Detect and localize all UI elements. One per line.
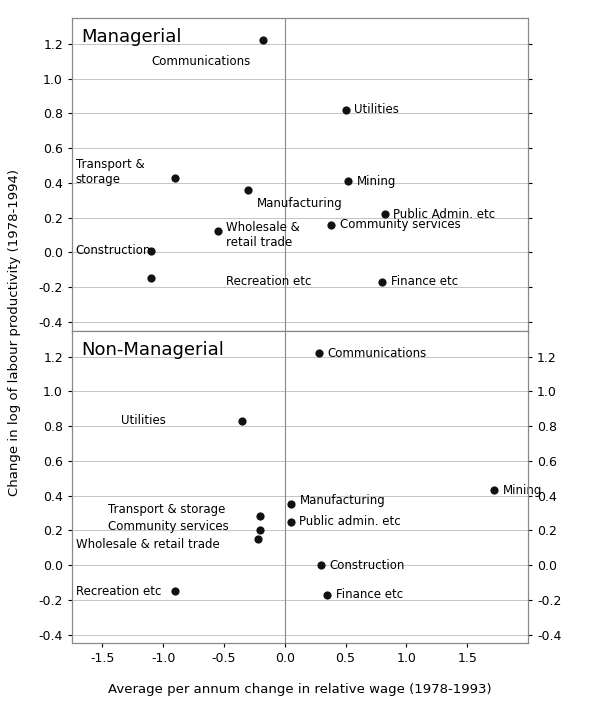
Text: Average per annum change in relative wage (1978-1993): Average per annum change in relative wag…: [108, 684, 492, 696]
Point: [380, 209, 389, 220]
Point: [146, 245, 156, 256]
Point: [377, 276, 387, 288]
Point: [213, 226, 223, 237]
Text: Public admin. etc: Public admin. etc: [299, 515, 401, 528]
Text: Manufacturing: Manufacturing: [257, 197, 343, 210]
Point: [146, 273, 156, 284]
Point: [244, 184, 253, 195]
Point: [256, 525, 265, 536]
Point: [238, 415, 247, 426]
Text: Construction: Construction: [330, 559, 405, 572]
Text: Community services: Community services: [109, 520, 229, 533]
Text: Communications: Communications: [151, 54, 250, 68]
Text: Recreation etc: Recreation etc: [226, 275, 312, 288]
Text: Community services: Community services: [340, 218, 460, 231]
Text: Managerial: Managerial: [82, 28, 182, 46]
Point: [343, 175, 353, 187]
Text: Public Admin. etc: Public Admin. etc: [393, 208, 495, 221]
Point: [258, 35, 268, 46]
Point: [314, 347, 323, 358]
Text: Communications: Communications: [328, 346, 427, 360]
Text: Construction: Construction: [76, 244, 151, 257]
Point: [170, 172, 180, 183]
Text: Mining: Mining: [502, 484, 542, 497]
Text: Utilities: Utilities: [121, 414, 166, 428]
Text: Mining: Mining: [356, 175, 396, 187]
Point: [170, 585, 180, 597]
Point: [253, 534, 263, 545]
Text: Wholesale &
retail trade: Wholesale & retail trade: [226, 221, 300, 249]
Point: [286, 498, 296, 510]
Text: Non-Managerial: Non-Managerial: [82, 341, 224, 359]
Text: Manufacturing: Manufacturing: [299, 494, 385, 508]
Point: [286, 516, 296, 527]
Text: Change in log of labour productivity (1978-1994): Change in log of labour productivity (19…: [8, 169, 22, 496]
Text: Wholesale & retail trade: Wholesale & retail trade: [76, 538, 220, 551]
Text: Transport & storage: Transport & storage: [109, 503, 226, 516]
Text: Finance etc: Finance etc: [391, 275, 458, 288]
Text: Finance etc: Finance etc: [336, 588, 403, 601]
Text: Transport &
storage: Transport & storage: [76, 158, 144, 187]
Point: [489, 485, 499, 496]
Point: [316, 559, 326, 571]
Text: Recreation etc: Recreation etc: [76, 585, 161, 597]
Text: Utilities: Utilities: [354, 103, 399, 116]
Point: [256, 511, 265, 522]
Point: [341, 104, 350, 115]
Point: [326, 219, 336, 230]
Point: [323, 589, 332, 600]
